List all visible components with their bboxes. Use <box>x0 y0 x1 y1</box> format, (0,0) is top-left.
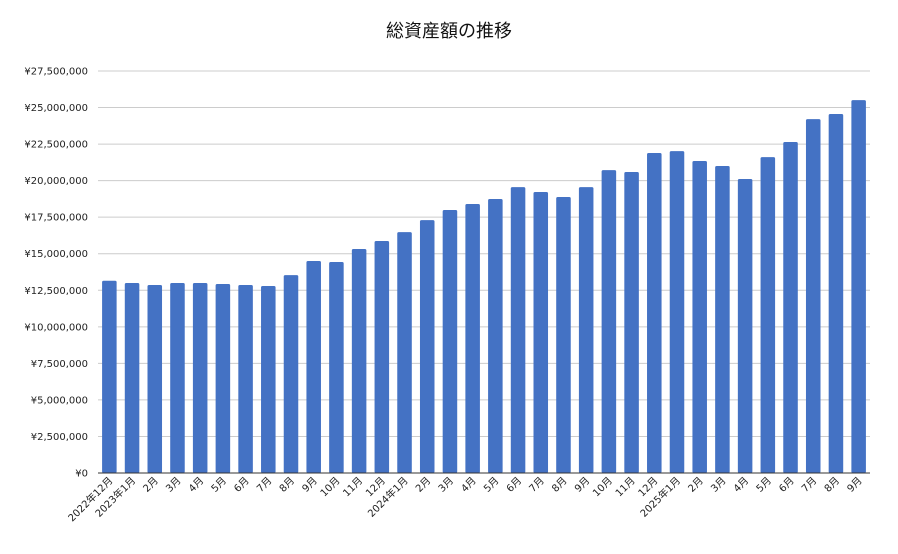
x-tick-label: 6月 <box>504 475 524 495</box>
x-tick-label: 5月 <box>481 475 501 495</box>
bar <box>261 286 276 473</box>
y-tick-label: ¥17,500,000 <box>24 213 88 224</box>
bar <box>737 179 753 473</box>
bar <box>669 151 685 473</box>
x-tick-label: 9月 <box>300 475 320 495</box>
x-tick-label: 2月 <box>413 475 433 495</box>
y-tick-label: ¥25,000,000 <box>24 103 88 114</box>
bar <box>533 192 549 473</box>
x-tick-label: 11月 <box>613 475 638 500</box>
x-tick-label: 6月 <box>232 475 252 495</box>
x-tick-label: 7月 <box>254 475 274 495</box>
bar <box>601 170 617 473</box>
bar <box>397 232 412 473</box>
x-tick-label: 2月 <box>141 475 161 495</box>
bar <box>147 285 163 473</box>
bar <box>102 280 117 473</box>
chart-title: 総資産額の推移 <box>386 21 512 42</box>
bar <box>556 197 571 473</box>
x-tick-label: 4月 <box>731 475 751 495</box>
y-tick-label: ¥20,000,000 <box>24 176 88 187</box>
y-tick-label: ¥27,500,000 <box>24 67 88 78</box>
x-tick-label: 8月 <box>822 475 842 495</box>
x-tick-label: 8月 <box>550 475 570 495</box>
bar <box>238 285 253 473</box>
x-tick-label: 7月 <box>799 475 819 495</box>
bar <box>692 161 707 473</box>
bar <box>351 249 367 473</box>
bar <box>783 142 798 473</box>
x-tick-label: 9月 <box>572 475 592 495</box>
bar <box>306 261 321 473</box>
bar <box>510 187 526 473</box>
x-tick-label: 3月 <box>436 475 456 495</box>
x-tick-label: 8月 <box>277 475 297 495</box>
bar <box>828 113 844 474</box>
bar <box>442 210 458 473</box>
bar <box>488 199 503 473</box>
y-tick-label: ¥10,000,000 <box>24 322 88 333</box>
x-tick-label: 4月 <box>459 475 479 495</box>
bar <box>760 157 776 474</box>
y-tick-label: ¥0 <box>75 469 88 480</box>
bar <box>283 275 299 473</box>
x-tick-label: 7月 <box>527 475 547 495</box>
bar <box>124 282 140 473</box>
y-tick-label: ¥2,500,000 <box>31 432 88 443</box>
x-tick-label: 5月 <box>754 475 774 495</box>
x-tick-label: 9月 <box>845 475 865 495</box>
x-tick-label: 10月 <box>590 475 615 500</box>
bar <box>805 119 821 474</box>
x-tick-label: 3月 <box>164 475 184 495</box>
bar <box>215 283 231 473</box>
x-tick-label: 3月 <box>708 475 728 495</box>
x-tick-label: 10月 <box>318 475 343 500</box>
bar <box>419 220 435 473</box>
y-tick-label: ¥5,000,000 <box>31 395 88 406</box>
x-tick-label: 5月 <box>209 475 229 495</box>
bar <box>192 282 208 473</box>
bar <box>578 187 594 473</box>
x-tick-label: 4月 <box>186 475 206 495</box>
x-tick-label: 2月 <box>686 475 706 495</box>
x-tick-label: 11月 <box>341 475 366 500</box>
bar <box>647 153 662 473</box>
x-tick-label: 6月 <box>777 475 797 495</box>
y-tick-label: ¥7,500,000 <box>31 359 88 370</box>
bar <box>851 100 866 473</box>
bar <box>374 241 390 473</box>
bar <box>329 262 344 473</box>
bar <box>715 166 730 473</box>
y-tick-label: ¥12,500,000 <box>24 286 88 297</box>
y-tick-label: ¥22,500,000 <box>24 140 88 151</box>
bar <box>170 282 185 473</box>
bar <box>465 204 480 473</box>
y-tick-label: ¥15,000,000 <box>24 249 88 260</box>
bar <box>624 172 639 473</box>
